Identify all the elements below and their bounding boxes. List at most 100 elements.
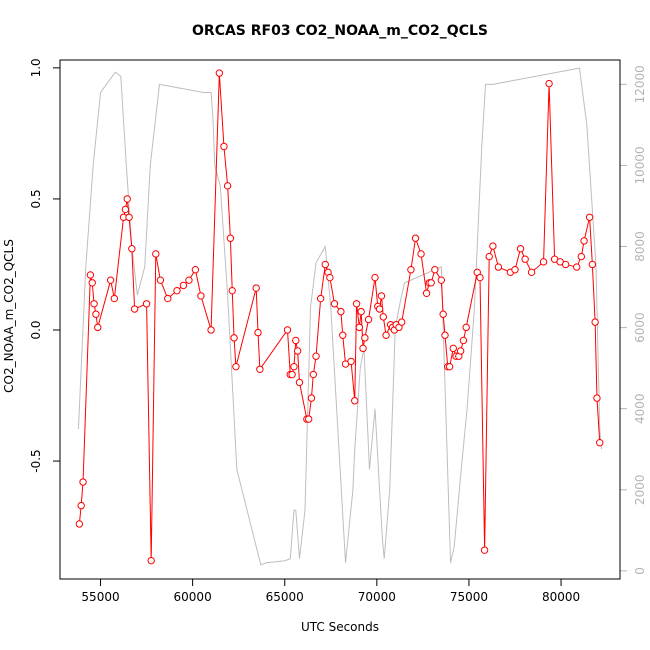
co2-point [77, 501, 85, 510]
co2-point [588, 260, 597, 269]
co2-point [347, 357, 355, 366]
co2-point [147, 556, 155, 565]
y-tick-label: 1.0 [29, 58, 43, 77]
co2-point [252, 284, 260, 292]
co2-point [321, 260, 329, 269]
co2-point [459, 336, 468, 345]
y2-tick-label: 0 [633, 567, 647, 575]
co2-point [90, 300, 98, 308]
altitude-series [77, 67, 603, 566]
co2-line [78, 73, 601, 561]
co2-point [173, 286, 181, 295]
co2-point [312, 352, 320, 360]
co2-point [79, 478, 87, 486]
co2-point [379, 313, 387, 321]
co2-point [94, 323, 102, 332]
altitude-line [77, 67, 603, 566]
co2-point [422, 289, 431, 297]
co2-point [128, 245, 136, 253]
co2-point [152, 250, 160, 258]
co2-point [156, 276, 165, 284]
co2-point [292, 336, 300, 345]
co2-point [207, 326, 215, 334]
co2-point [439, 310, 447, 318]
co2-point [123, 195, 131, 203]
co2-point [364, 315, 373, 324]
co2-point [359, 344, 367, 353]
co2-point [371, 273, 379, 282]
co2-point [352, 300, 361, 308]
y2-tick-label: 4000 [633, 393, 647, 424]
co2-point [485, 252, 493, 261]
x-tick-label: 60000 [174, 590, 212, 604]
co2-point [256, 365, 264, 374]
co2-point [580, 237, 588, 245]
axes: 55000 60000 65000 70000 75000 80000-0.50.00.5… [29, 58, 647, 604]
co2-point [254, 328, 262, 337]
co2-point [382, 331, 390, 339]
y-tick-label: 0.5 [29, 189, 43, 208]
co2-point [462, 323, 470, 332]
co2-point [92, 310, 100, 318]
co2-point [427, 279, 435, 287]
co2-point [293, 347, 302, 355]
co2-point [489, 242, 497, 250]
y2-tick-label: 6000 [633, 312, 647, 343]
co2-point [309, 370, 317, 379]
plot-frame [59, 59, 621, 580]
co2-point [337, 307, 345, 316]
co2-point [179, 281, 188, 290]
co2-point [417, 250, 425, 258]
co2-point [223, 182, 232, 190]
co2-point [527, 268, 536, 277]
co2-point [437, 276, 446, 284]
co2-point [215, 69, 224, 77]
co2-point [226, 234, 235, 242]
co2-point [573, 263, 581, 271]
co2-point [295, 378, 304, 387]
co2-point [441, 331, 449, 339]
y2-tick-label: 2000 [633, 475, 647, 506]
co2-point [339, 331, 347, 339]
co2-point [75, 520, 84, 528]
co2-point [545, 79, 553, 88]
chart-title: ORCAS RF03 CO2_NOAA_m_CO2_QCLS [192, 23, 488, 39]
co2-point [591, 318, 599, 326]
y2-tick-label: 12000 [633, 65, 647, 103]
co2-point [220, 142, 228, 151]
co2-point [164, 294, 172, 303]
co2-point [449, 344, 457, 353]
co2-point [106, 276, 115, 284]
co2-point [125, 213, 133, 221]
co2-point [480, 546, 489, 554]
co2-point [398, 318, 406, 326]
co2-point [476, 273, 484, 282]
co2-point [307, 394, 316, 402]
co2-point [585, 213, 594, 221]
co2-point [511, 265, 519, 274]
co2-point [232, 362, 240, 371]
x-tick-label: 75000 [450, 590, 488, 604]
x-axis-label: UTC Seconds [301, 620, 379, 634]
co2-point [411, 234, 420, 242]
co2-point [361, 334, 369, 342]
co2-point [316, 294, 325, 303]
co2-point [110, 294, 119, 303]
y-axis-label: CO2_NOAA_m_CO2_QCLS [2, 239, 16, 393]
co2-point [516, 245, 525, 253]
co2-point [351, 397, 359, 405]
co2-point [230, 334, 238, 342]
co2-point [304, 415, 313, 423]
co2-point [326, 273, 334, 282]
co2-point [88, 279, 96, 287]
co2-point [357, 307, 365, 316]
co2-point [521, 255, 529, 263]
co2-point [197, 292, 205, 300]
co2-point [130, 305, 139, 313]
co2-point [283, 326, 292, 334]
co2-point [561, 260, 570, 269]
co2-point [494, 263, 503, 271]
co2-point [377, 292, 386, 300]
co2-point [121, 205, 130, 214]
